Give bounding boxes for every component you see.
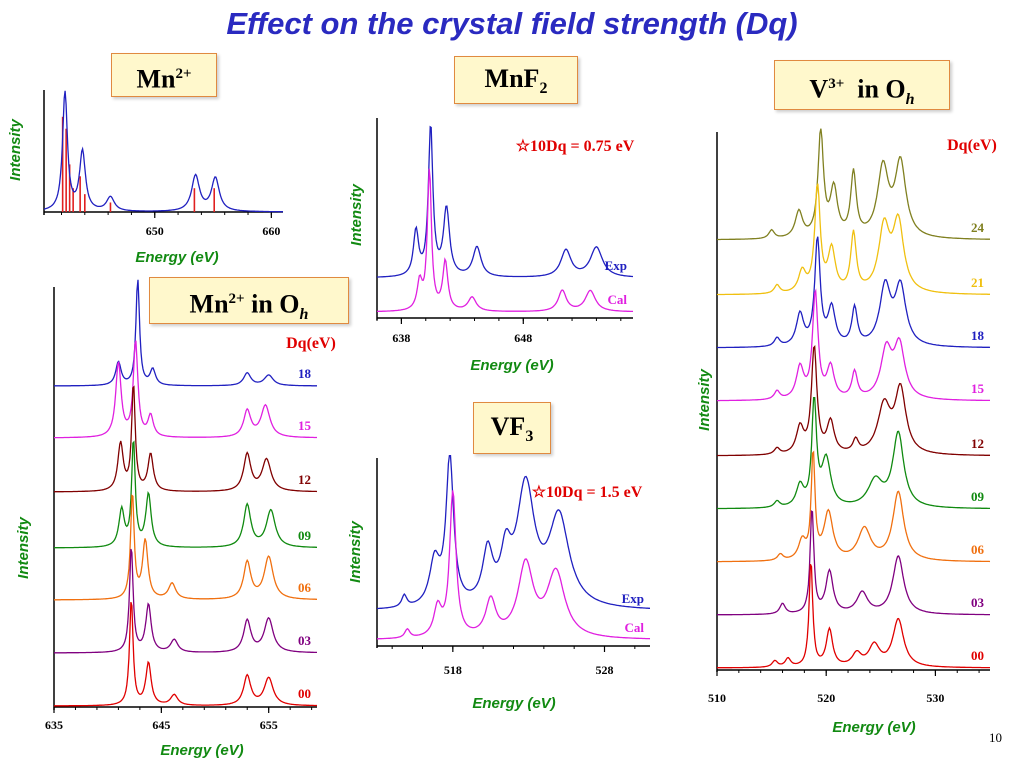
mn2-oh-series-line bbox=[54, 440, 317, 549]
box-v3oh-sup: 3+ bbox=[828, 76, 845, 92]
page-number: 10 bbox=[989, 730, 1002, 745]
v3-oh-series-label: 09 bbox=[971, 489, 985, 504]
mnf2-x-tick-label: 648 bbox=[514, 331, 532, 345]
mnf2-series-label: Exp bbox=[605, 258, 627, 273]
box-mn2-sup: 2+ bbox=[175, 66, 192, 82]
label-box-mn2oh: Mn2+ in Oh bbox=[149, 277, 349, 324]
vf3-series-line bbox=[377, 454, 650, 610]
vf3-series-label: Cal bbox=[625, 620, 645, 635]
box-v3oh-tail: in O bbox=[844, 74, 906, 104]
v3-oh-series-line bbox=[717, 128, 990, 241]
box-mnf2-main: MnF bbox=[484, 64, 540, 93]
v3-oh-series-label: 15 bbox=[971, 381, 985, 396]
v3-oh-series-line bbox=[717, 510, 990, 616]
v3-oh-series-label: 12 bbox=[971, 436, 984, 451]
v3-oh-x-tick-label: 510 bbox=[708, 691, 726, 705]
box-mn2oh-sub: h bbox=[299, 305, 309, 323]
v3-oh-series-line bbox=[716, 345, 990, 457]
label-box-mnf2: MnF2 bbox=[454, 56, 578, 104]
mn2-oh-series-label: 00 bbox=[298, 686, 311, 701]
box-vf3-main: VF bbox=[490, 412, 526, 441]
v3-oh-series-line bbox=[717, 397, 990, 510]
slide-title: Effect on the crystal field strength (Dq… bbox=[226, 6, 798, 41]
mn2-oh-x-tick-label: 655 bbox=[260, 718, 278, 732]
v3-oh-series-line bbox=[717, 236, 991, 349]
mn2-oh-legend-title: Dq(eV) bbox=[286, 335, 336, 352]
mn2-oh-series-line bbox=[54, 279, 317, 387]
box-mnf2-sub: 2 bbox=[539, 80, 548, 98]
mn2-oh-series-line bbox=[54, 494, 317, 601]
v3-oh-series-label: 00 bbox=[971, 648, 984, 663]
v3-oh-legend-title: Dq(eV) bbox=[947, 137, 997, 154]
mn2-oh-series-label: 18 bbox=[298, 366, 312, 381]
mn2-oh-series-line bbox=[54, 548, 317, 654]
v3-oh-series-label: 21 bbox=[971, 275, 984, 290]
v3-oh-x-tick-label: 520 bbox=[817, 691, 835, 705]
mn2-oh-series-label: 06 bbox=[298, 580, 312, 595]
v3-oh-series-line bbox=[717, 563, 990, 669]
mn2-oh-series-line bbox=[53, 340, 317, 439]
v3-oh-series-label: 03 bbox=[971, 595, 985, 610]
mnf2-series-line bbox=[377, 125, 633, 278]
mn2-oh-series-line bbox=[54, 385, 318, 493]
mn2-oh-series-label: 03 bbox=[298, 633, 312, 648]
mn2-atomic-y-axis-label: Intensity bbox=[7, 119, 24, 181]
mnf2-annotation: ☆10Dq = 0.75 eV bbox=[516, 138, 635, 155]
mnf2-series-line bbox=[377, 168, 633, 313]
mnf2-x-axis-label: Energy (eV) bbox=[470, 357, 553, 374]
mn2-oh-y-axis-label: Intensity bbox=[15, 517, 32, 579]
box-mn2oh-sup: 2+ bbox=[228, 291, 245, 307]
v3-oh-series-line bbox=[717, 450, 991, 563]
mnf2-y-axis-label: Intensity bbox=[348, 184, 365, 246]
mn2-atomic-x-tick-label: 660 bbox=[262, 224, 280, 238]
box-mn2oh-main: Mn bbox=[189, 289, 229, 319]
mn2-oh-x-axis-label: Energy (eV) bbox=[160, 742, 243, 759]
mn2-atomic-series-line bbox=[43, 90, 283, 213]
vf3-x-axis-label: Energy (eV) bbox=[472, 695, 555, 712]
vf3-series-label: Exp bbox=[622, 591, 644, 606]
vf3-y-axis-label: Intensity bbox=[347, 521, 364, 583]
mn2-oh-x-tick-label: 645 bbox=[152, 718, 170, 732]
box-v3oh-sub: h bbox=[905, 90, 915, 108]
mn2-oh-series-line bbox=[54, 602, 317, 707]
v3-oh-series-label: 06 bbox=[971, 542, 985, 557]
vf3-x-tick-label: 528 bbox=[596, 663, 614, 677]
vf3-series-line bbox=[377, 490, 651, 640]
v3-oh-y-axis-label: Intensity bbox=[696, 369, 713, 431]
mn2-oh-series-label: 09 bbox=[298, 528, 312, 543]
v3-oh-series-line bbox=[717, 183, 990, 296]
box-mn2-main: Mn bbox=[136, 64, 176, 94]
mn2-oh-x-tick-label: 635 bbox=[45, 718, 63, 732]
v3-oh-series-label: 18 bbox=[971, 328, 985, 343]
v3-oh-series-label: 24 bbox=[971, 220, 985, 235]
box-vf3-sub: 3 bbox=[525, 428, 534, 446]
box-mn2oh-tail: in O bbox=[244, 289, 300, 319]
vf3-annotation: ☆10Dq = 1.5 eV bbox=[532, 484, 643, 501]
mn2-atomic-x-tick-label: 650 bbox=[146, 224, 164, 238]
mnf2-series-label: Cal bbox=[608, 292, 628, 307]
mn2-oh-series-label: 15 bbox=[298, 418, 312, 433]
label-box-v3oh: V3+ in Oh bbox=[774, 60, 950, 110]
mn2-atomic-x-axis-label: Energy (eV) bbox=[135, 249, 218, 266]
vf3-x-tick-label: 518 bbox=[444, 663, 462, 677]
mn2-oh-series-label: 12 bbox=[298, 472, 311, 487]
box-v3oh-main: V bbox=[809, 74, 829, 104]
label-box-mn2: Mn2+ bbox=[111, 53, 217, 97]
v3-oh-series-line bbox=[717, 288, 990, 402]
v3-oh-x-axis-label: Energy (eV) bbox=[832, 719, 915, 736]
label-box-vf3: VF3 bbox=[473, 402, 551, 454]
mnf2-x-tick-label: 638 bbox=[392, 331, 410, 345]
v3-oh-x-tick-label: 530 bbox=[926, 691, 944, 705]
